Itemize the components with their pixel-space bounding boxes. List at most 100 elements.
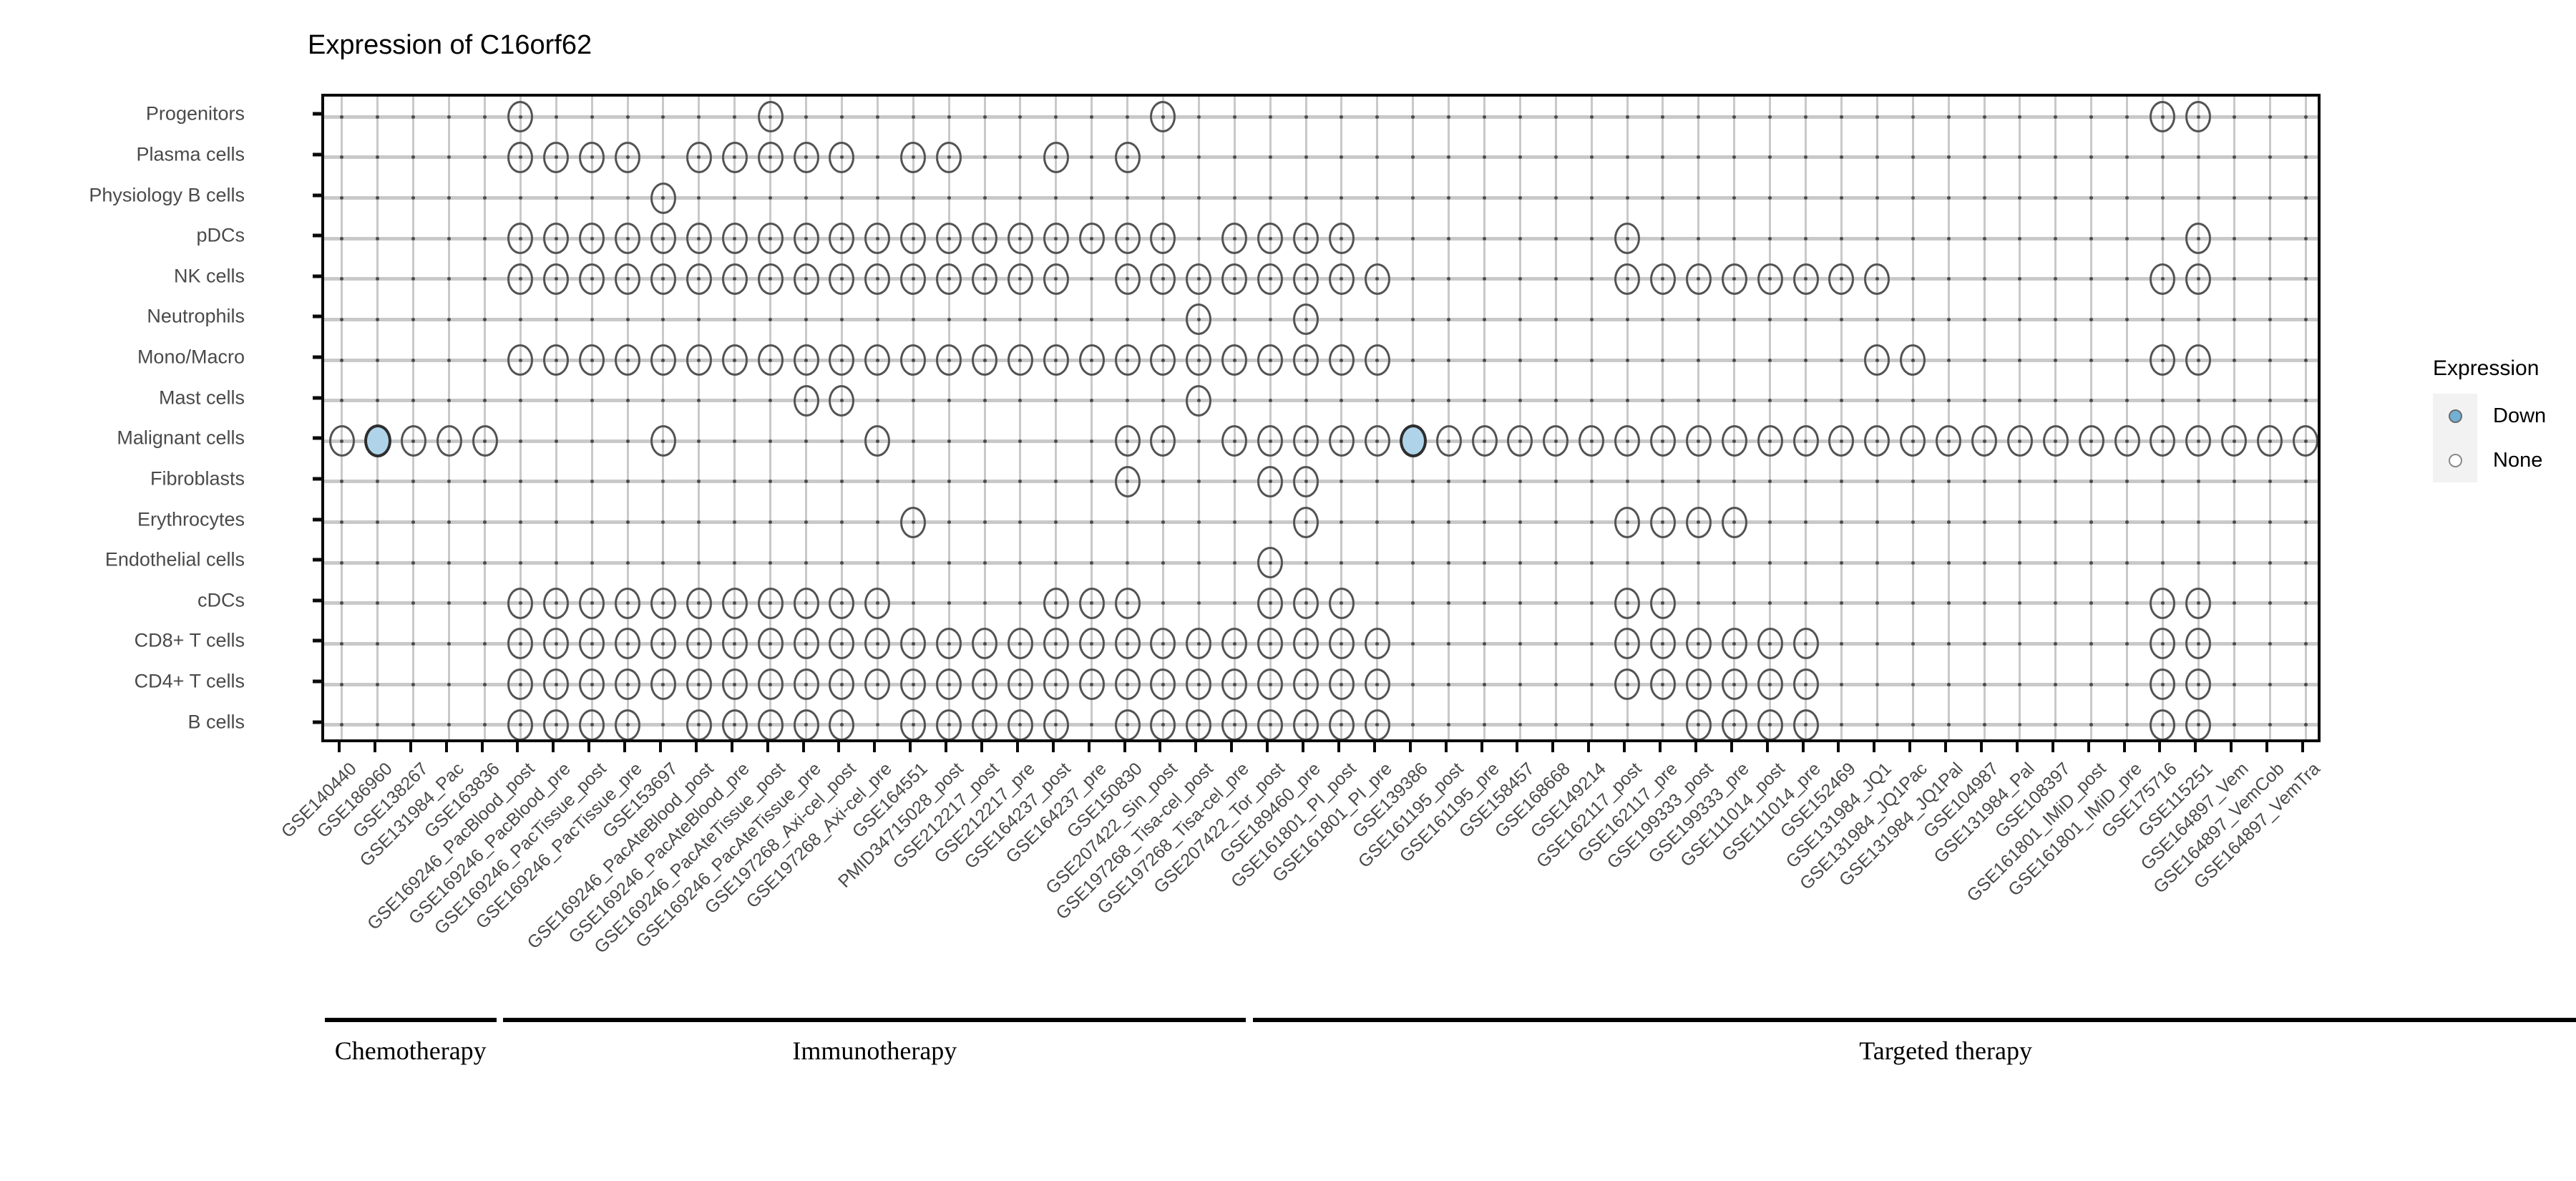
dot-none[interactable] (936, 669, 962, 701)
legend-item[interactable]: Down (2433, 394, 2576, 438)
dot-none[interactable] (650, 425, 676, 457)
dot-none[interactable] (936, 263, 962, 295)
dot-none[interactable] (1007, 223, 1033, 255)
dot-none[interactable] (1471, 425, 1498, 457)
dot-none[interactable] (1614, 223, 1641, 255)
dot-none[interactable] (972, 263, 998, 295)
dot-none[interactable] (507, 101, 534, 133)
dot-none[interactable] (1114, 223, 1141, 255)
dot-none[interactable] (2150, 669, 2176, 701)
dot-none[interactable] (793, 344, 819, 376)
dot-none[interactable] (1293, 263, 1319, 295)
dot-none[interactable] (1328, 425, 1355, 457)
dot-none[interactable] (1257, 465, 1284, 497)
dot-none[interactable] (1221, 425, 1248, 457)
dot-none[interactable] (1186, 344, 1212, 376)
dot-none[interactable] (864, 628, 891, 660)
dot-none[interactable] (507, 263, 534, 295)
dot-none[interactable] (1757, 628, 1783, 660)
dot-none[interactable] (829, 384, 855, 417)
dot-none[interactable] (829, 141, 855, 173)
dot-none[interactable] (1721, 263, 1747, 295)
dot-none[interactable] (864, 263, 891, 295)
dot-none[interactable] (543, 669, 570, 701)
dot-none[interactable] (686, 263, 712, 295)
dot-none[interactable] (1757, 263, 1783, 295)
dot-none[interactable] (579, 628, 605, 660)
dot-none[interactable] (793, 263, 819, 295)
dot-none[interactable] (1828, 263, 1855, 295)
dot-none[interactable] (579, 141, 605, 173)
dot-none[interactable] (543, 628, 570, 660)
dot-none[interactable] (1114, 425, 1141, 457)
dot-none[interactable] (1328, 587, 1355, 619)
dot-none[interactable] (650, 587, 676, 619)
dot-none[interactable] (757, 669, 784, 701)
dot-none[interactable] (1293, 669, 1319, 701)
dot-none[interactable] (1328, 709, 1355, 739)
dot-none[interactable] (2150, 709, 2176, 739)
dot-none[interactable] (829, 223, 855, 255)
dot-none[interactable] (721, 141, 748, 173)
dot-none[interactable] (2257, 425, 2283, 457)
dot-none[interactable] (793, 628, 819, 660)
dot-none[interactable] (1792, 709, 1819, 739)
dot-none[interactable] (1649, 587, 1676, 619)
dot-none[interactable] (1114, 141, 1141, 173)
dot-none[interactable] (1864, 263, 1890, 295)
dot-none[interactable] (1257, 344, 1284, 376)
dot-none[interactable] (1221, 263, 1248, 295)
dot-none[interactable] (864, 344, 891, 376)
dot-none[interactable] (2042, 425, 2069, 457)
dot-none[interactable] (1078, 628, 1105, 660)
dot-none[interactable] (1293, 628, 1319, 660)
dot-none[interactable] (1614, 628, 1641, 660)
dot-none[interactable] (1078, 344, 1105, 376)
dot-none[interactable] (1293, 465, 1319, 497)
dot-none[interactable] (793, 141, 819, 173)
dot-none[interactable] (1649, 506, 1676, 538)
dot-none[interactable] (1364, 628, 1390, 660)
dot-none[interactable] (1293, 425, 1319, 457)
dot-none[interactable] (757, 587, 784, 619)
dot-none[interactable] (686, 669, 712, 701)
dot-none[interactable] (1221, 223, 1248, 255)
dot-none[interactable] (1792, 628, 1819, 660)
dot-none[interactable] (2185, 223, 2212, 255)
dot-none[interactable] (900, 141, 927, 173)
dot-none[interactable] (650, 182, 676, 214)
dot-none[interactable] (1007, 628, 1033, 660)
dot-none[interactable] (1114, 587, 1141, 619)
dot-none[interactable] (1257, 587, 1284, 619)
dot-none[interactable] (1186, 263, 1212, 295)
dot-none[interactable] (1364, 669, 1390, 701)
dot-none[interactable] (721, 223, 748, 255)
dot-none[interactable] (2150, 425, 2176, 457)
dot-none[interactable] (829, 628, 855, 660)
dot-none[interactable] (721, 263, 748, 295)
dot-none[interactable] (2185, 669, 2212, 701)
dot-none[interactable] (2150, 344, 2176, 376)
dot-none[interactable] (543, 141, 570, 173)
legend-item[interactable]: None (2433, 438, 2576, 482)
dot-none[interactable] (543, 263, 570, 295)
dot-none[interactable] (829, 263, 855, 295)
dot-none[interactable] (1150, 344, 1176, 376)
dot-none[interactable] (1293, 587, 1319, 619)
dot-none[interactable] (936, 709, 962, 739)
dot-none[interactable] (1114, 709, 1141, 739)
dot-none[interactable] (579, 587, 605, 619)
dot-down[interactable] (1399, 424, 1427, 458)
dot-none[interactable] (1043, 141, 1069, 173)
dot-none[interactable] (864, 425, 891, 457)
dot-none[interactable] (1364, 263, 1390, 295)
dot-none[interactable] (328, 425, 355, 457)
dot-none[interactable] (1257, 223, 1284, 255)
dot-none[interactable] (1186, 709, 1212, 739)
dot-none[interactable] (936, 223, 962, 255)
dot-none[interactable] (1721, 669, 1747, 701)
dot-none[interactable] (1579, 425, 1605, 457)
dot-none[interactable] (1900, 344, 1926, 376)
dot-none[interactable] (650, 223, 676, 255)
dot-none[interactable] (1186, 669, 1212, 701)
